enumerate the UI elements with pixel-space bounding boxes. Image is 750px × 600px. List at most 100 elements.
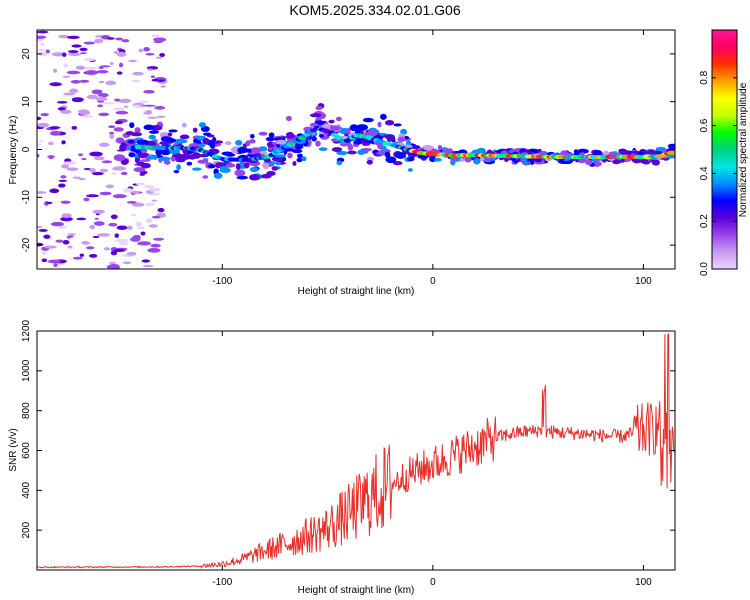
spectrogram-noise-blob bbox=[126, 201, 137, 204]
spectrogram-noise-blob bbox=[58, 179, 68, 182]
spectrogram-cell bbox=[407, 168, 413, 172]
spectrogram-noise-blob bbox=[111, 172, 117, 175]
spectrogram-noise-blob bbox=[147, 116, 158, 119]
spectrogram-noise-blob bbox=[37, 191, 47, 194]
spectrogram-noise-blob bbox=[47, 259, 61, 264]
spectrogram-noise-blob bbox=[79, 47, 88, 52]
snr-x-tick-label: -100 bbox=[212, 577, 232, 588]
spectrogram-cell bbox=[362, 117, 374, 123]
spectrogram-noise-blob bbox=[37, 143, 42, 146]
spectrogram-cell bbox=[585, 159, 593, 166]
spectrogram-noise-blob bbox=[148, 224, 158, 228]
spectrogram-cell bbox=[213, 172, 223, 179]
spectrogram-cell bbox=[328, 119, 335, 124]
spectrogram-y-tick-label: 0 bbox=[21, 146, 32, 152]
spectrogram-noise-blob bbox=[49, 126, 61, 130]
spectrogram-cell bbox=[113, 127, 124, 132]
spectrogram-noise-blob bbox=[62, 239, 70, 245]
spectrogram-cell bbox=[384, 151, 391, 158]
spectrogram-cell bbox=[173, 170, 180, 174]
spectrogram-noise-blob bbox=[53, 263, 58, 268]
spectrogram-cell bbox=[431, 148, 438, 153]
spectrogram-cell bbox=[422, 144, 434, 152]
spectrogram-noise-blob bbox=[79, 79, 90, 83]
spectrogram-noise-blob bbox=[51, 52, 66, 57]
spectrogram-cell bbox=[143, 124, 155, 131]
spectrogram-noise-blob bbox=[136, 182, 146, 186]
spectrogram-noise-blob bbox=[112, 166, 127, 171]
spectrogram-noise-blob bbox=[61, 164, 70, 169]
spectrogram-cell bbox=[202, 137, 210, 145]
spectrogram-cell bbox=[180, 153, 192, 160]
spectrogram-cell bbox=[318, 134, 325, 138]
spectrogram-noise-blob bbox=[37, 30, 49, 34]
spectrogram-noise-blob bbox=[37, 122, 50, 128]
spectrogram-cell bbox=[114, 120, 123, 125]
spectrogram-noise-blob bbox=[110, 251, 118, 256]
spectrogram-noise-blob bbox=[72, 256, 83, 260]
spectrogram-cell bbox=[639, 158, 649, 164]
spectrogram-noise-blob bbox=[92, 235, 100, 239]
spectrogram-cell bbox=[197, 159, 209, 164]
spectrogram-cell bbox=[437, 144, 443, 151]
spectrogram-cell bbox=[335, 116, 342, 122]
spectrogram-cell bbox=[349, 124, 359, 132]
spectrogram-cell bbox=[315, 105, 323, 111]
spectrogram-cell bbox=[129, 122, 135, 129]
spectrogram-noise-blob bbox=[86, 194, 100, 198]
spectrogram-cell bbox=[249, 139, 256, 144]
spectrogram-noise-blob bbox=[68, 88, 79, 94]
spectrogram-noise-blob bbox=[61, 140, 66, 145]
spectrogram-noise-blob bbox=[57, 107, 66, 111]
spectrogram-noise-blob bbox=[150, 75, 155, 79]
spectrogram-noise-blob bbox=[41, 258, 48, 263]
spectrogram-cell bbox=[234, 169, 246, 177]
spectrogram-cell bbox=[163, 159, 171, 165]
spectrogram-cell bbox=[386, 135, 396, 141]
spectrogram-noise-blob bbox=[110, 214, 118, 220]
spectrogram-cell bbox=[381, 145, 387, 151]
spectrogram-cell bbox=[214, 140, 224, 144]
spectrogram-noise-blob bbox=[131, 202, 145, 207]
colorbar-label: Normalized spectral amplitude bbox=[738, 82, 749, 217]
spectrogram-x-tick-label: 0 bbox=[430, 276, 436, 287]
spectrogram-noise-blob bbox=[152, 237, 165, 241]
spectrogram-noise-blob bbox=[151, 215, 161, 219]
spectrogram-cell bbox=[265, 136, 275, 142]
spectrogram-noise-blob bbox=[98, 80, 105, 84]
spectrogram-cell bbox=[251, 147, 262, 154]
spectrogram-noise-blob bbox=[56, 101, 68, 104]
spectrogram-cell bbox=[136, 139, 149, 145]
spectrogram-noise-blob bbox=[137, 241, 151, 246]
spectrogram-noise-blob bbox=[49, 188, 60, 194]
spectrogram-cell bbox=[198, 122, 206, 128]
snr-y-tick-label: 1000 bbox=[21, 359, 32, 382]
spectrogram-noise-blob bbox=[60, 200, 71, 204]
spectrogram-cell bbox=[245, 140, 251, 147]
spectrogram-noise-blob bbox=[99, 65, 111, 68]
spectrogram-cell bbox=[392, 161, 403, 166]
spectrogram-cell bbox=[237, 147, 249, 154]
spectrogram-cell bbox=[651, 159, 660, 166]
spectrogram-noise-blob bbox=[83, 57, 96, 62]
chart-title: KOM5.2025.334.02.01.G06 bbox=[289, 2, 460, 18]
spectrogram-noise-blob bbox=[139, 173, 146, 176]
spectrogram-noise-blob bbox=[123, 105, 129, 108]
spectrogram-cell bbox=[130, 132, 143, 137]
spectrogram-noise-blob bbox=[79, 110, 91, 115]
spectrogram-noise-blob bbox=[39, 140, 44, 143]
spectrogram-noise-blob bbox=[40, 42, 45, 46]
spectrogram-cell bbox=[311, 136, 317, 142]
spectrogram-cell bbox=[271, 166, 278, 171]
spectrogram-noise-blob bbox=[113, 51, 119, 54]
spectrogram-cell bbox=[115, 137, 125, 144]
spectrogram-cell bbox=[248, 174, 260, 181]
spectrogram-noise-blob bbox=[96, 69, 109, 74]
spectrogram-noise-blob bbox=[142, 264, 154, 268]
spectrogram-noise-blob bbox=[159, 52, 165, 57]
spectrogram-noise-blob bbox=[106, 37, 115, 40]
spectrogram-noise-blob bbox=[61, 213, 72, 219]
spectrogram-noise-blob bbox=[157, 207, 165, 213]
snr-y-tick-label: 800 bbox=[21, 402, 32, 419]
